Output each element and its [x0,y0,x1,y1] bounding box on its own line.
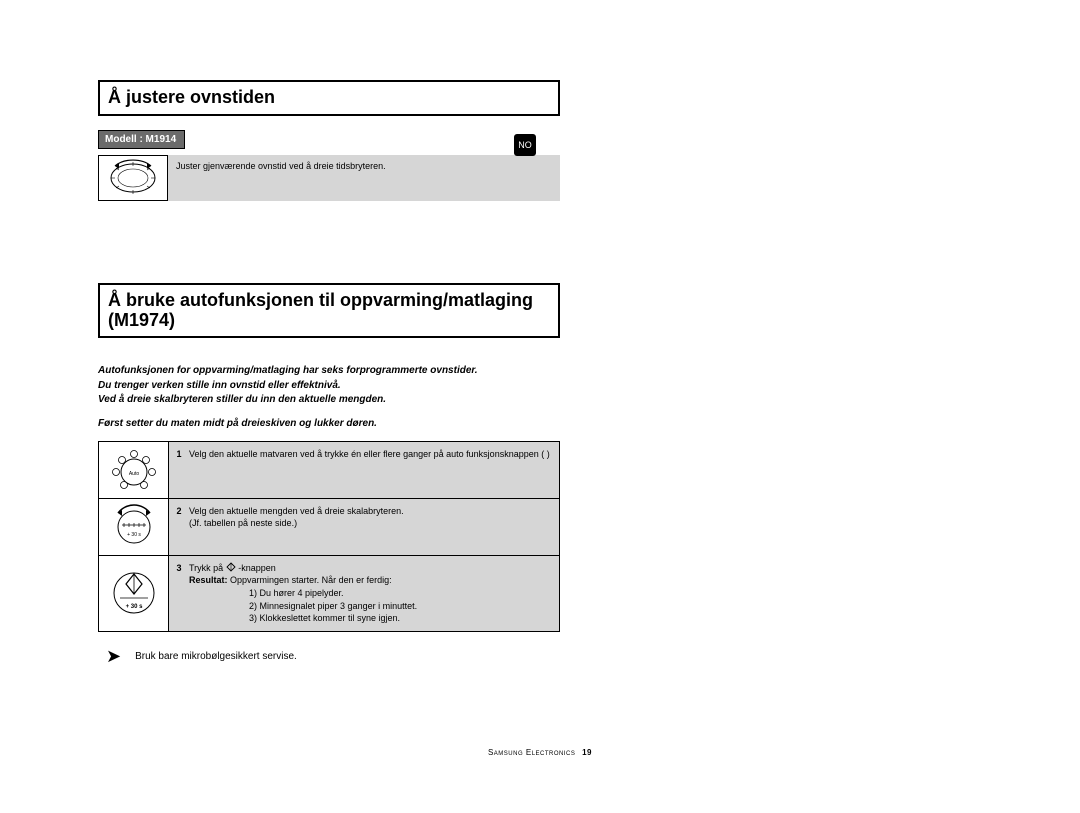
diamond-icon [226,562,236,572]
section-title: Å justere ovnstiden [98,80,560,116]
svg-text:+ 30 s: + 30 s [127,532,141,538]
section-title: Å bruke autofunksjonen til oppvarming/ma… [98,283,560,339]
step-row: + 30 s 3 Trykk på -knappen [99,555,559,631]
note-row: ➤ Bruk bare mikrobølgesikkert servise. [98,646,560,667]
step-body: 3 Trykk på -knappen Resultat: [169,556,559,631]
list-item: 3) Klokkeslettet kommer til syne igjen. [249,612,551,625]
step-post: -knappen [238,563,276,573]
step-text: Velg den aktuelle matvaren ved å trykke … [189,448,551,492]
step-line: Velg den aktuelle matvaren ved å trykke … [189,449,550,459]
sub-intro: Først setter du maten midt på dreieskive… [98,418,560,429]
language-badge: NO [514,134,536,156]
instruction-row: Juster gjenværende ovnstid ved å dreie t… [98,155,560,201]
document-page: NO Å justere ovnstiden Modell : M1914 [0,0,1080,813]
intro-paragraph: Autofunksjonen for oppvarming/matlaging … [98,364,560,408]
step-text: Velg den aktuelle mengden ved å dreie sk… [189,505,551,549]
list-item: 2) Minnesignalet piper 3 ganger i minutt… [249,600,551,613]
instruction-text: Juster gjenværende ovnstid ved å dreie t… [168,155,560,201]
note-arrow-icon: ➤ [106,646,121,667]
model-label: Modell : M1914 [98,130,185,149]
step-line: Velg den aktuelle mengden ved å dreie sk… [189,505,551,518]
footer-page-number: 19 [582,748,592,757]
footer-brand: Samsung Electronics [488,748,575,757]
start-dial-icon: + 30 s [99,556,169,631]
result-text: Oppvarmingen starter. Når den er ferdig: [230,575,392,585]
section-auto-function: Å bruke autofunksjonen til oppvarming/ma… [98,283,560,667]
svg-text:+ 30 s: + 30 s [125,604,143,610]
step-line: Trykk på -knappen [189,562,551,575]
step-row: Auto 1 Velg den aktuelle matvaren ved å … [99,442,559,498]
timer-dial-icon [98,155,168,201]
step-row: + 30 s 2 Velg den aktuelle mengden ved å… [99,498,559,555]
page-footer: Samsung Electronics 19 [0,748,1080,757]
step-text: Trykk på -knappen Resultat: Oppvarmingen… [189,562,551,625]
step-line: (Jf. tabellen på neste side.) [189,517,551,530]
intro-line: Autofunksjonen for oppvarming/matlaging … [98,364,560,379]
list-item: 1) Du hører 4 pipelyder. [249,587,551,600]
scale-dial-icon: + 30 s [99,499,169,555]
result-list: 1) Du hører 4 pipelyder. 2) Minnesignale… [193,587,551,625]
step-number: 3 [169,562,189,625]
auto-dial-icon: Auto [99,442,169,498]
steps-table: Auto 1 Velg den aktuelle matvaren ved å … [98,441,560,632]
step-number: 2 [169,505,189,549]
result-line: Resultat: Oppvarmingen starter. Når den … [189,574,551,587]
intro-line: Ved å dreie skalbryteren stiller du inn … [98,393,560,408]
section-adjust-time: Å justere ovnstiden Modell : M1914 [98,80,560,201]
intro-line: Du trenger verken stille inn ovnstid ell… [98,379,560,394]
svg-text:Auto: Auto [128,471,139,477]
note-text: Bruk bare mikrobølgesikkert servise. [135,651,297,662]
step-number: 1 [169,448,189,492]
step-body: 2 Velg den aktuelle mengden ved å dreie … [169,499,559,555]
step-body: 1 Velg den aktuelle matvaren ved å trykk… [169,442,559,498]
result-label: Resultat: [189,575,228,585]
step-pre: Trykk på [189,563,223,573]
